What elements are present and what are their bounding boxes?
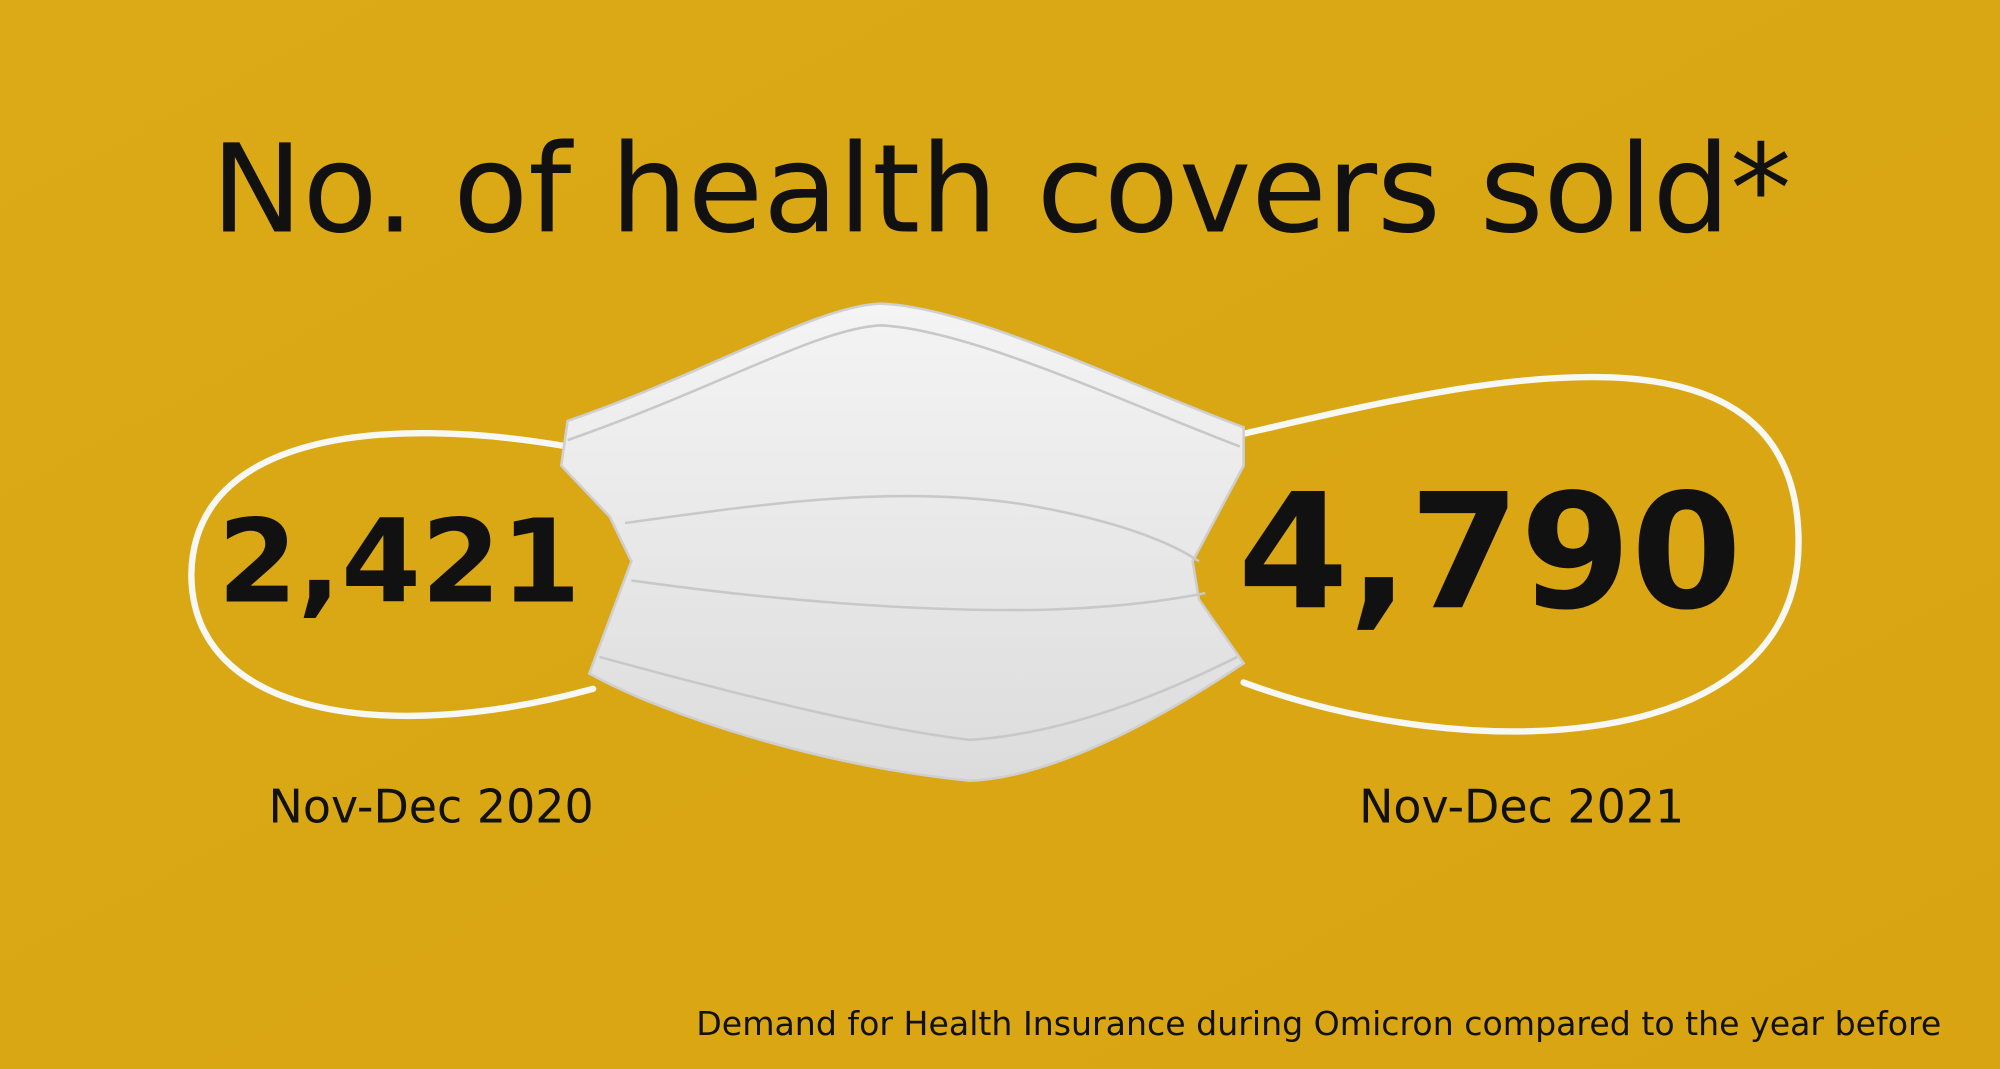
right-ear-loop	[1240, 373, 1802, 735]
footnote: Demand for Health Insurance during Omicr…	[696, 1004, 1941, 1043]
title: No. of health covers sold*	[211, 117, 1791, 260]
mask-fabric	[559, 302, 1246, 782]
left-ear-loop	[188, 430, 597, 719]
mask-illustration	[188, 373, 1802, 735]
figure-period: Nov-Dec 2021	[1359, 780, 1684, 834]
mask-folds	[567, 324, 1241, 742]
figure-period: Nov-Dec 2020	[269, 780, 594, 834]
mask-body	[559, 302, 1246, 782]
figure-number: 2,421	[218, 495, 581, 629]
figure-number: 4,790	[1238, 459, 1742, 645]
